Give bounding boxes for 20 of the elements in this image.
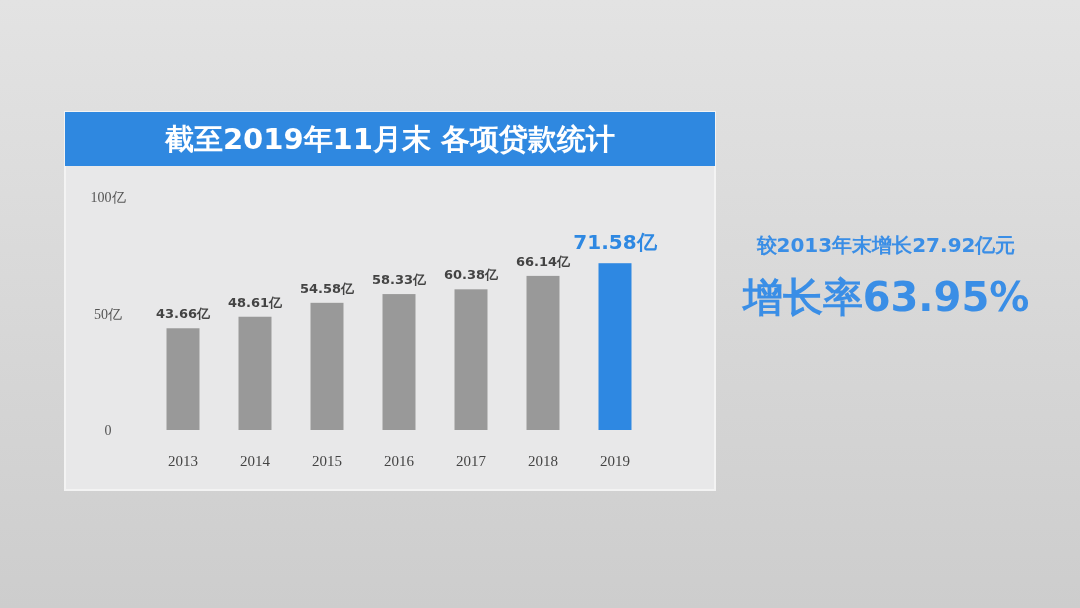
annotation: 较2013年末增长27.92亿元 bbox=[756, 233, 1016, 257]
value-label: 66.14亿 bbox=[515, 253, 571, 269]
ytick: 50亿 bbox=[94, 306, 122, 322]
value-label: 48.61亿 bbox=[227, 294, 283, 310]
annotation: 增长率63.95% bbox=[742, 274, 1030, 320]
xtick: 2014 bbox=[240, 453, 270, 469]
xtick: 2013 bbox=[168, 453, 198, 469]
value-label: 58.33亿 bbox=[371, 272, 427, 288]
value-label: 54.58亿 bbox=[299, 280, 355, 296]
title: 截至2019年11月末 各项贷款统计 bbox=[164, 122, 616, 156]
xtick: 2017 bbox=[456, 453, 486, 469]
xtick: 2018 bbox=[528, 453, 558, 469]
value-label: 43.66亿 bbox=[155, 306, 211, 322]
value-label: 71.58亿 bbox=[573, 230, 657, 255]
xtick: 2015 bbox=[312, 453, 342, 469]
xtick: 2016 bbox=[384, 453, 414, 469]
value-label: 60.38亿 bbox=[443, 267, 499, 283]
ytick: 100亿 bbox=[90, 190, 126, 205]
xtick: 2019 bbox=[600, 453, 630, 469]
ytick: 0 bbox=[104, 423, 112, 438]
